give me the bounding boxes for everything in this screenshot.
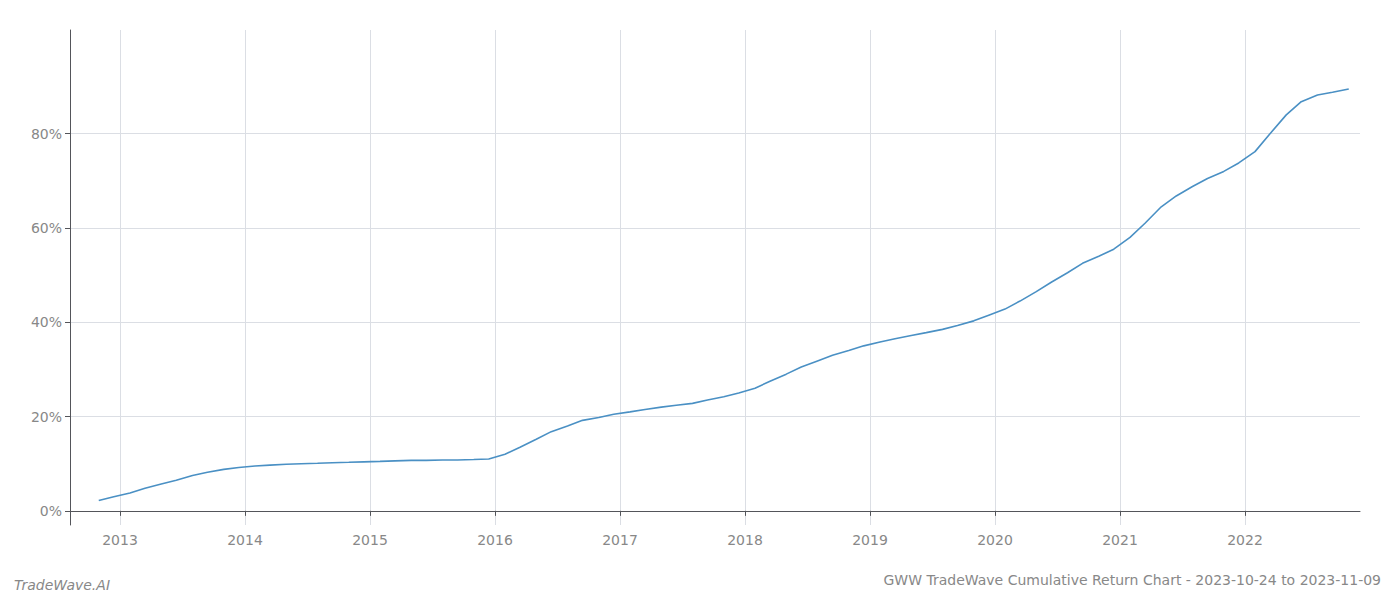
svg-text:2019: 2019 [852, 532, 888, 548]
svg-text:TradeWave.AI: TradeWave.AI [14, 577, 110, 593]
svg-text:2016: 2016 [477, 532, 513, 548]
svg-text:2013: 2013 [102, 532, 138, 548]
svg-text:40%: 40% [31, 314, 62, 330]
svg-text:2021: 2021 [1102, 532, 1138, 548]
svg-text:2014: 2014 [227, 532, 263, 548]
svg-text:20%: 20% [31, 409, 62, 425]
svg-text:0%: 0% [40, 503, 62, 519]
svg-text:2020: 2020 [977, 532, 1013, 548]
svg-text:GWW TradeWave Cumulative Retur: GWW TradeWave Cumulative Return Chart - … [883, 572, 1381, 588]
svg-text:2022: 2022 [1227, 532, 1263, 548]
svg-text:2015: 2015 [352, 532, 388, 548]
svg-text:2018: 2018 [727, 532, 763, 548]
svg-text:2017: 2017 [602, 532, 638, 548]
svg-text:60%: 60% [31, 220, 62, 236]
svg-text:80%: 80% [31, 126, 62, 142]
